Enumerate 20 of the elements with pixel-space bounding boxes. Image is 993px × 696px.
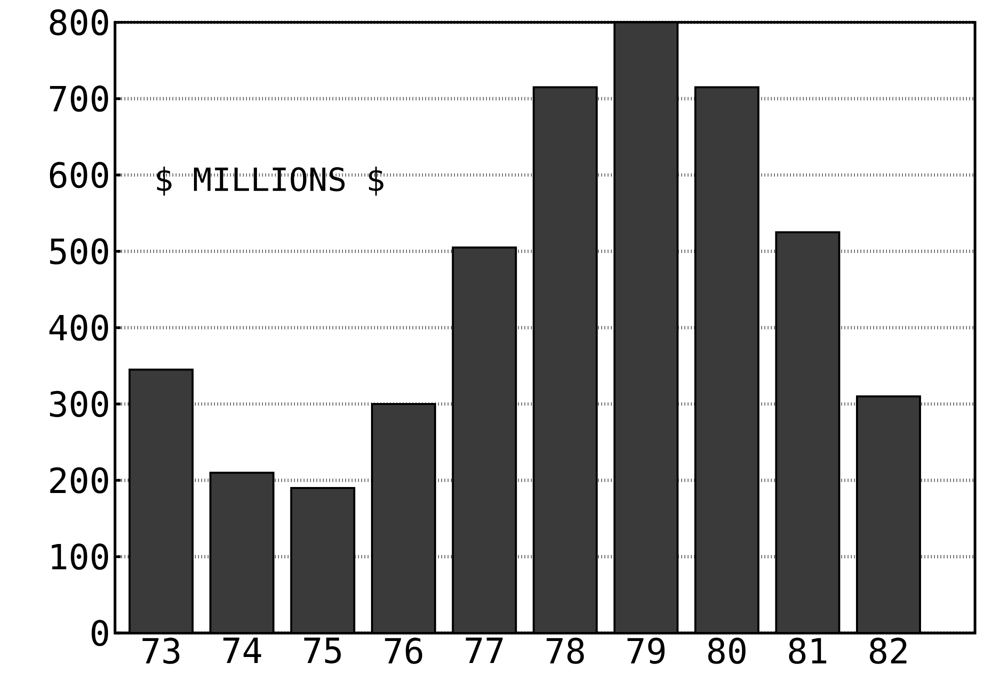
y-tick-label: 700 — [50, 86, 108, 112]
x-tick-label: 78 — [546, 638, 584, 664]
x-tick-label: 77 — [466, 638, 503, 663]
y-tick-label: 200 — [50, 467, 108, 494]
x-tick-label: 80 — [708, 638, 746, 664]
x-tick-label: 76 — [385, 638, 422, 664]
y-tick-label: 400 — [49, 314, 108, 341]
y-tick-label: 100 — [52, 544, 108, 570]
y-tick-label: 300 — [50, 390, 108, 418]
y-tick-label: 600 — [50, 162, 108, 188]
x-tick-label: 81 — [789, 638, 826, 664]
x-tick-label: 82 — [870, 638, 906, 664]
annotation: $ MILLIONS $ — [157, 166, 384, 196]
x-tick-label: 75 — [304, 638, 341, 664]
y-tick-label: 0 — [92, 620, 108, 646]
y-tick-label: 800 — [50, 9, 108, 36]
x-tick-label: 74 — [223, 638, 262, 663]
x-tick-label: 79 — [628, 638, 665, 664]
x-tick-label: 73 — [142, 638, 180, 664]
y-tick-label: 500 — [50, 238, 108, 264]
